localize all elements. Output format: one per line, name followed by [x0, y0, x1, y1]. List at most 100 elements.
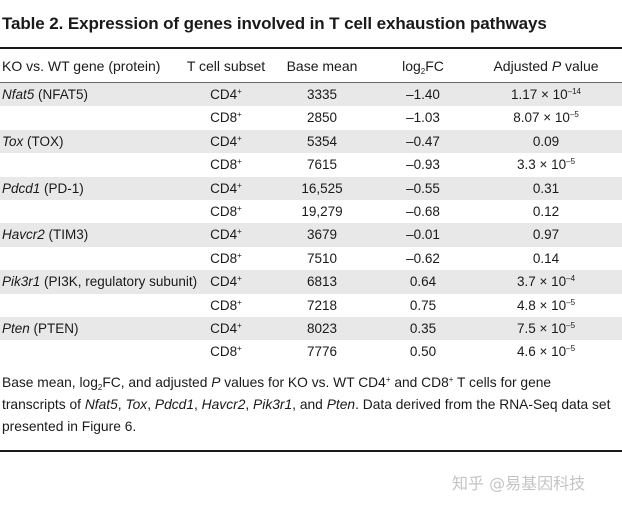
- subset-sup: +: [237, 180, 242, 190]
- p-exponent: –14: [567, 87, 582, 96]
- gene-cell: Pik3r1 (PI3K, regulatory subunit): [2, 274, 197, 289]
- subset-label: CD8: [210, 344, 238, 360]
- gene-symbol: Havcr2: [2, 227, 45, 243]
- adjusted-p-cell: 3.3 × 10–5: [478, 157, 614, 172]
- footnote-segment: ,: [147, 397, 155, 412]
- subset-label: CD8: [210, 157, 238, 173]
- p-value: 8.07 × 10: [513, 110, 570, 126]
- p-value: 4.6 × 10: [516, 344, 567, 360]
- log2fc-cell: 0.64: [409, 274, 437, 290]
- subset-label: CD8: [210, 297, 238, 313]
- header-log2fc-pre: log: [402, 58, 421, 74]
- watermark: 知乎 @易基因科技: [452, 474, 586, 493]
- header-log2fc-sub: 2: [420, 67, 426, 76]
- base-mean-cell: 3335: [306, 87, 338, 102]
- footnote-segment: Base mean, log: [2, 375, 98, 390]
- adjusted-p-cell: 0.97: [478, 227, 614, 242]
- protein-name: (PD-1): [40, 180, 84, 196]
- p-value: 3.3 × 10: [516, 157, 567, 173]
- subset-label: CD8: [210, 250, 238, 266]
- table-row: Pik3r1 (PI3K, regulatory subunit) CD4+ 681…: [0, 270, 622, 294]
- p-value: 0.14: [532, 250, 560, 266]
- p-exponent: –5: [566, 344, 576, 354]
- subset-sup: +: [237, 297, 242, 307]
- base-mean-cell: 7776: [306, 344, 338, 360]
- table-row: Tox (TOX) CD4+ 5354 –0.47 0.09: [0, 129, 622, 154]
- adjusted-p-cell: 0.31: [478, 181, 614, 196]
- table-row: Nfat5 (NFAT5) CD4+ 3335 –1.40 1.17 × 10–14: [0, 83, 622, 107]
- header-log2fc: log2FC: [380, 58, 466, 76]
- gene-symbol: Pdcd1: [2, 180, 41, 196]
- footnote-segment: Nfat5: [84, 397, 118, 412]
- bottom-rule: [0, 450, 622, 452]
- gene-symbol: Nfat5: [2, 87, 35, 102]
- footnote-segment: ,: [194, 397, 202, 412]
- subset-cell: CD4+: [168, 227, 284, 242]
- header-p-post: value: [561, 58, 599, 74]
- gene-cell: Nfat5 (NFAT5): [2, 87, 88, 102]
- base-mean-cell: 6813: [306, 274, 338, 290]
- log2fc-cell: –0.01: [406, 227, 440, 243]
- table-row: CD8+ 7218 0.75 4.8 × 10–5: [0, 294, 622, 317]
- subset-label: CD4: [210, 133, 238, 149]
- table-row: CD8+ 2850 –1.03 8.07 × 10–5: [0, 106, 622, 129]
- subset-sup: +: [237, 133, 242, 143]
- protein-name: (TIM3): [44, 227, 89, 243]
- subset-cell: CD8+: [168, 204, 284, 219]
- log2fc-cell: 0.75: [409, 297, 437, 313]
- base-mean-cell: 8023: [306, 320, 338, 336]
- base-mean-cell: 3679: [306, 227, 338, 243]
- p-exponent: –4: [566, 274, 576, 284]
- subset-cell: CD8+: [168, 251, 284, 266]
- footnote-segment: +: [448, 375, 454, 384]
- footnote-segment: Tox: [125, 397, 148, 412]
- subset-cell: CD4+: [168, 321, 284, 336]
- subset-cell: CD4+: [168, 274, 284, 289]
- footnote-segment: . Data derived from the RNA-Seq data set…: [2, 397, 611, 434]
- table-header: KO vs. WT gene (protein) T cell subset B…: [0, 58, 622, 78]
- subset-sup: +: [237, 227, 242, 237]
- table-row: CD8+ 7615 –0.93 3.3 × 10–5: [0, 153, 622, 176]
- p-value: 0.31: [532, 180, 560, 196]
- protein-name: (PI3K, regulatory subunit): [40, 274, 198, 290]
- top-rule: [0, 47, 622, 49]
- base-mean-cell: 7510: [306, 250, 338, 266]
- subset-sup: +: [237, 250, 242, 260]
- base-mean-cell: 19,279: [301, 203, 343, 219]
- gene-symbol: Pik3r1: [2, 274, 41, 290]
- subset-label: CD4: [210, 320, 238, 336]
- table-row: Pten (PTEN) CD4+ 8023 0.35 7.5 × 10–5: [0, 316, 622, 341]
- subset-cell: CD4+: [168, 87, 284, 102]
- subset-sup: +: [237, 274, 242, 284]
- adjusted-p-cell: 0.14: [478, 251, 614, 266]
- subset-sup: +: [237, 320, 242, 330]
- gene-cell: Pdcd1 (PD-1): [2, 181, 84, 196]
- table-row: Havcr2 (TIM3) CD4+ 3679 –0.01 0.97: [0, 223, 622, 247]
- adjusted-p-cell: 4.6 × 10–5: [478, 344, 614, 359]
- subset-cell: CD4+: [168, 134, 284, 149]
- footnote-segment: values for KO vs. WT CD4: [220, 375, 386, 390]
- footnote-segment: Pdcd1: [154, 397, 194, 412]
- footnote-segment: and CD8: [390, 375, 449, 390]
- base-mean-cell: 16,525: [301, 180, 343, 196]
- p-exponent: –5: [566, 320, 576, 330]
- base-mean-cell: 7218: [306, 297, 338, 313]
- base-mean-cell: 7615: [306, 157, 338, 173]
- p-value: 7.5 × 10: [516, 320, 567, 336]
- base-mean-cell: 5354: [306, 133, 338, 149]
- adjusted-p-cell: 0.09: [478, 134, 614, 149]
- header-log2fc-post: FC: [425, 58, 444, 74]
- footnote-segment: Pten: [326, 397, 356, 412]
- log2fc-cell: –1.03: [406, 110, 440, 126]
- table-title: Table 2. Expression of genes involved in…: [2, 14, 547, 33]
- p-value: 3.7 × 10: [516, 274, 567, 290]
- footnote-segment: Pik3r1: [253, 397, 293, 412]
- header-p-italic: P: [551, 58, 562, 74]
- footnote-segment: , and: [292, 397, 327, 412]
- gene-symbol: Pten: [2, 320, 30, 336]
- p-exponent: –5: [566, 297, 576, 307]
- header-p-pre: Adjusted: [493, 58, 552, 74]
- subset-sup: +: [237, 87, 242, 96]
- subset-label: CD4: [210, 227, 238, 243]
- footnote-segment: T cells for gene transcripts of: [2, 375, 552, 412]
